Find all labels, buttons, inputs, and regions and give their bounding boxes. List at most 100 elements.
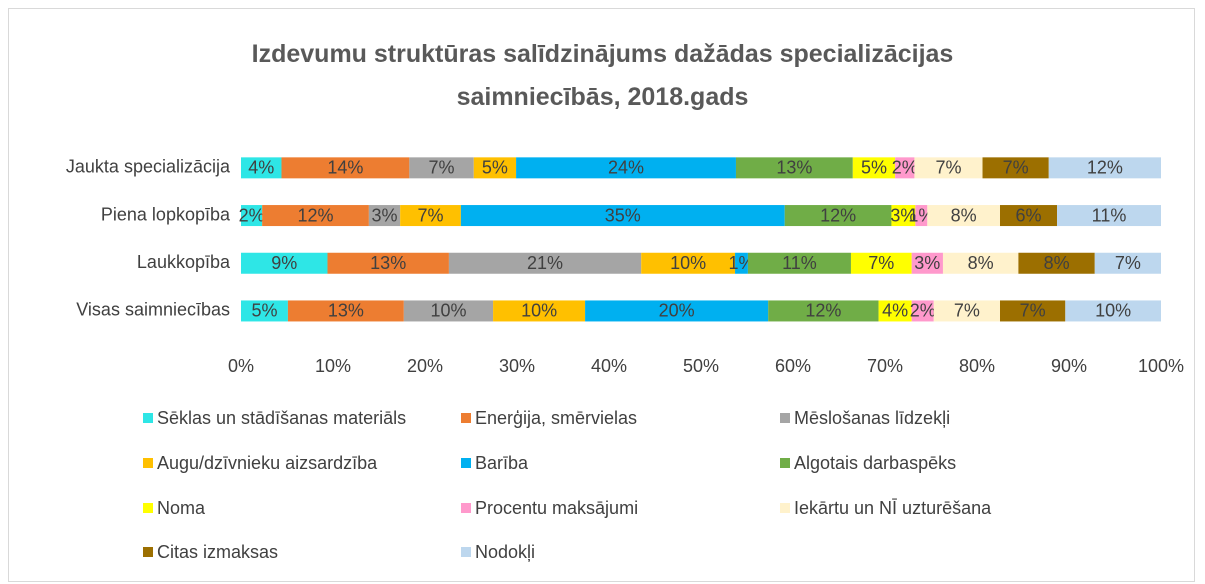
bar-segment	[784, 205, 892, 227]
x-tick-label: 100%	[1138, 356, 1184, 376]
legend-label: Iekārtu un NĪ uzturēšana	[794, 498, 992, 518]
data-label: 8%	[1044, 253, 1070, 273]
bar-segment	[1000, 300, 1066, 322]
bar-segment	[915, 205, 928, 227]
data-label: 13%	[370, 253, 406, 273]
bar-segment	[747, 252, 851, 274]
legend-swatch	[143, 547, 153, 557]
bar-segment	[735, 157, 853, 179]
bar-segment	[942, 252, 1019, 274]
x-tick-label: 10%	[315, 356, 351, 376]
bar-segment	[281, 157, 410, 179]
legend-label: Nodokļi	[475, 542, 535, 562]
legend-label: Noma	[157, 498, 206, 518]
bar-segment	[914, 157, 983, 179]
data-label: 7%	[1020, 301, 1046, 321]
bar-segment	[1048, 157, 1161, 179]
data-label: 10%	[670, 253, 706, 273]
bar-segment	[735, 252, 748, 274]
bar-segment	[878, 300, 912, 322]
data-label: 6%	[1016, 205, 1042, 225]
legend-label: Sēklas un stādīšanas materiāls	[157, 408, 406, 428]
data-label: 5%	[482, 158, 508, 178]
bar-segment	[368, 205, 401, 227]
data-label: 12%	[298, 205, 334, 225]
bar-segment	[241, 157, 282, 179]
data-label: 35%	[605, 205, 641, 225]
bar-segment	[1094, 252, 1161, 274]
data-label: 7%	[418, 205, 444, 225]
y-tick-label: Visas saimniecības	[76, 300, 230, 320]
x-tick-label: 90%	[1051, 356, 1087, 376]
data-label: 3%	[372, 205, 398, 225]
data-label: 14%	[327, 158, 363, 178]
data-label: 20%	[659, 301, 695, 321]
x-tick-label: 30%	[499, 356, 535, 376]
bar-segment	[641, 252, 736, 274]
data-label: 7%	[1115, 253, 1141, 273]
legend-swatch	[780, 503, 790, 513]
data-label: 8%	[968, 253, 994, 273]
x-tick-label: 80%	[959, 356, 995, 376]
bar-segment	[448, 252, 642, 274]
bar-segment	[241, 300, 288, 322]
data-label: 13%	[776, 158, 812, 178]
data-label: 3%	[914, 253, 940, 273]
bar-segment	[911, 252, 943, 274]
legend-label: Mēslošanas līdzekļi	[794, 408, 950, 428]
legend-swatch	[143, 413, 153, 423]
bar-segment	[1000, 205, 1058, 227]
data-label: 21%	[527, 253, 563, 273]
data-label: 7%	[935, 158, 961, 178]
data-label: 5%	[251, 301, 277, 321]
bar-segment	[891, 205, 916, 227]
x-tick-label: 70%	[867, 356, 903, 376]
y-tick-label: Jaukta specializācija	[66, 157, 231, 177]
bar-segment	[516, 157, 736, 179]
legend-swatch	[780, 458, 790, 468]
bar-segment	[262, 205, 369, 227]
bar-segment	[241, 252, 328, 274]
legend-label: Algotais darbaspēks	[794, 453, 956, 473]
legend-label: Barība	[475, 453, 529, 473]
bar-segment	[409, 157, 474, 179]
bar-segment	[1057, 205, 1161, 227]
chart-frame	[8, 8, 1195, 582]
y-tick-label: Piena lopkopība	[101, 204, 231, 224]
data-label: 10%	[430, 301, 466, 321]
bar-segment	[1065, 300, 1161, 322]
data-label: 7%	[429, 158, 455, 178]
data-label: 7%	[868, 253, 894, 273]
data-label: 11%	[1092, 205, 1127, 225]
bar-segment	[493, 300, 586, 322]
data-label: 24%	[608, 158, 644, 178]
bar-segment	[287, 300, 404, 322]
chart-title: Izdevumu struktūras salīdzinājums dažāda…	[251, 40, 954, 111]
data-label: 12%	[1087, 158, 1123, 178]
x-tick-label: 0%	[228, 356, 254, 376]
data-label: 2%	[910, 301, 936, 321]
bar-segment	[241, 205, 263, 227]
legend-swatch	[461, 413, 471, 423]
legend-swatch	[461, 503, 471, 513]
bar-segment	[460, 205, 785, 227]
data-label: 2%	[892, 158, 918, 178]
bar-segment	[895, 157, 915, 179]
legend-label: Augu/dzīvnieku aizsardzība	[157, 453, 378, 473]
data-label: 12%	[805, 301, 841, 321]
bar-segment	[768, 300, 879, 322]
data-label: 7%	[1003, 158, 1029, 178]
bar-segment	[982, 157, 1049, 179]
bar-segment	[473, 157, 517, 179]
legend-swatch	[461, 458, 471, 468]
bar-segment	[585, 300, 769, 322]
data-label: 10%	[1095, 301, 1131, 321]
legend-swatch	[143, 503, 153, 513]
bar-segment	[1018, 252, 1095, 274]
x-tick-label: 60%	[775, 356, 811, 376]
bar-segment	[927, 205, 1000, 227]
data-label: 10%	[521, 301, 557, 321]
data-label: 12%	[820, 205, 856, 225]
